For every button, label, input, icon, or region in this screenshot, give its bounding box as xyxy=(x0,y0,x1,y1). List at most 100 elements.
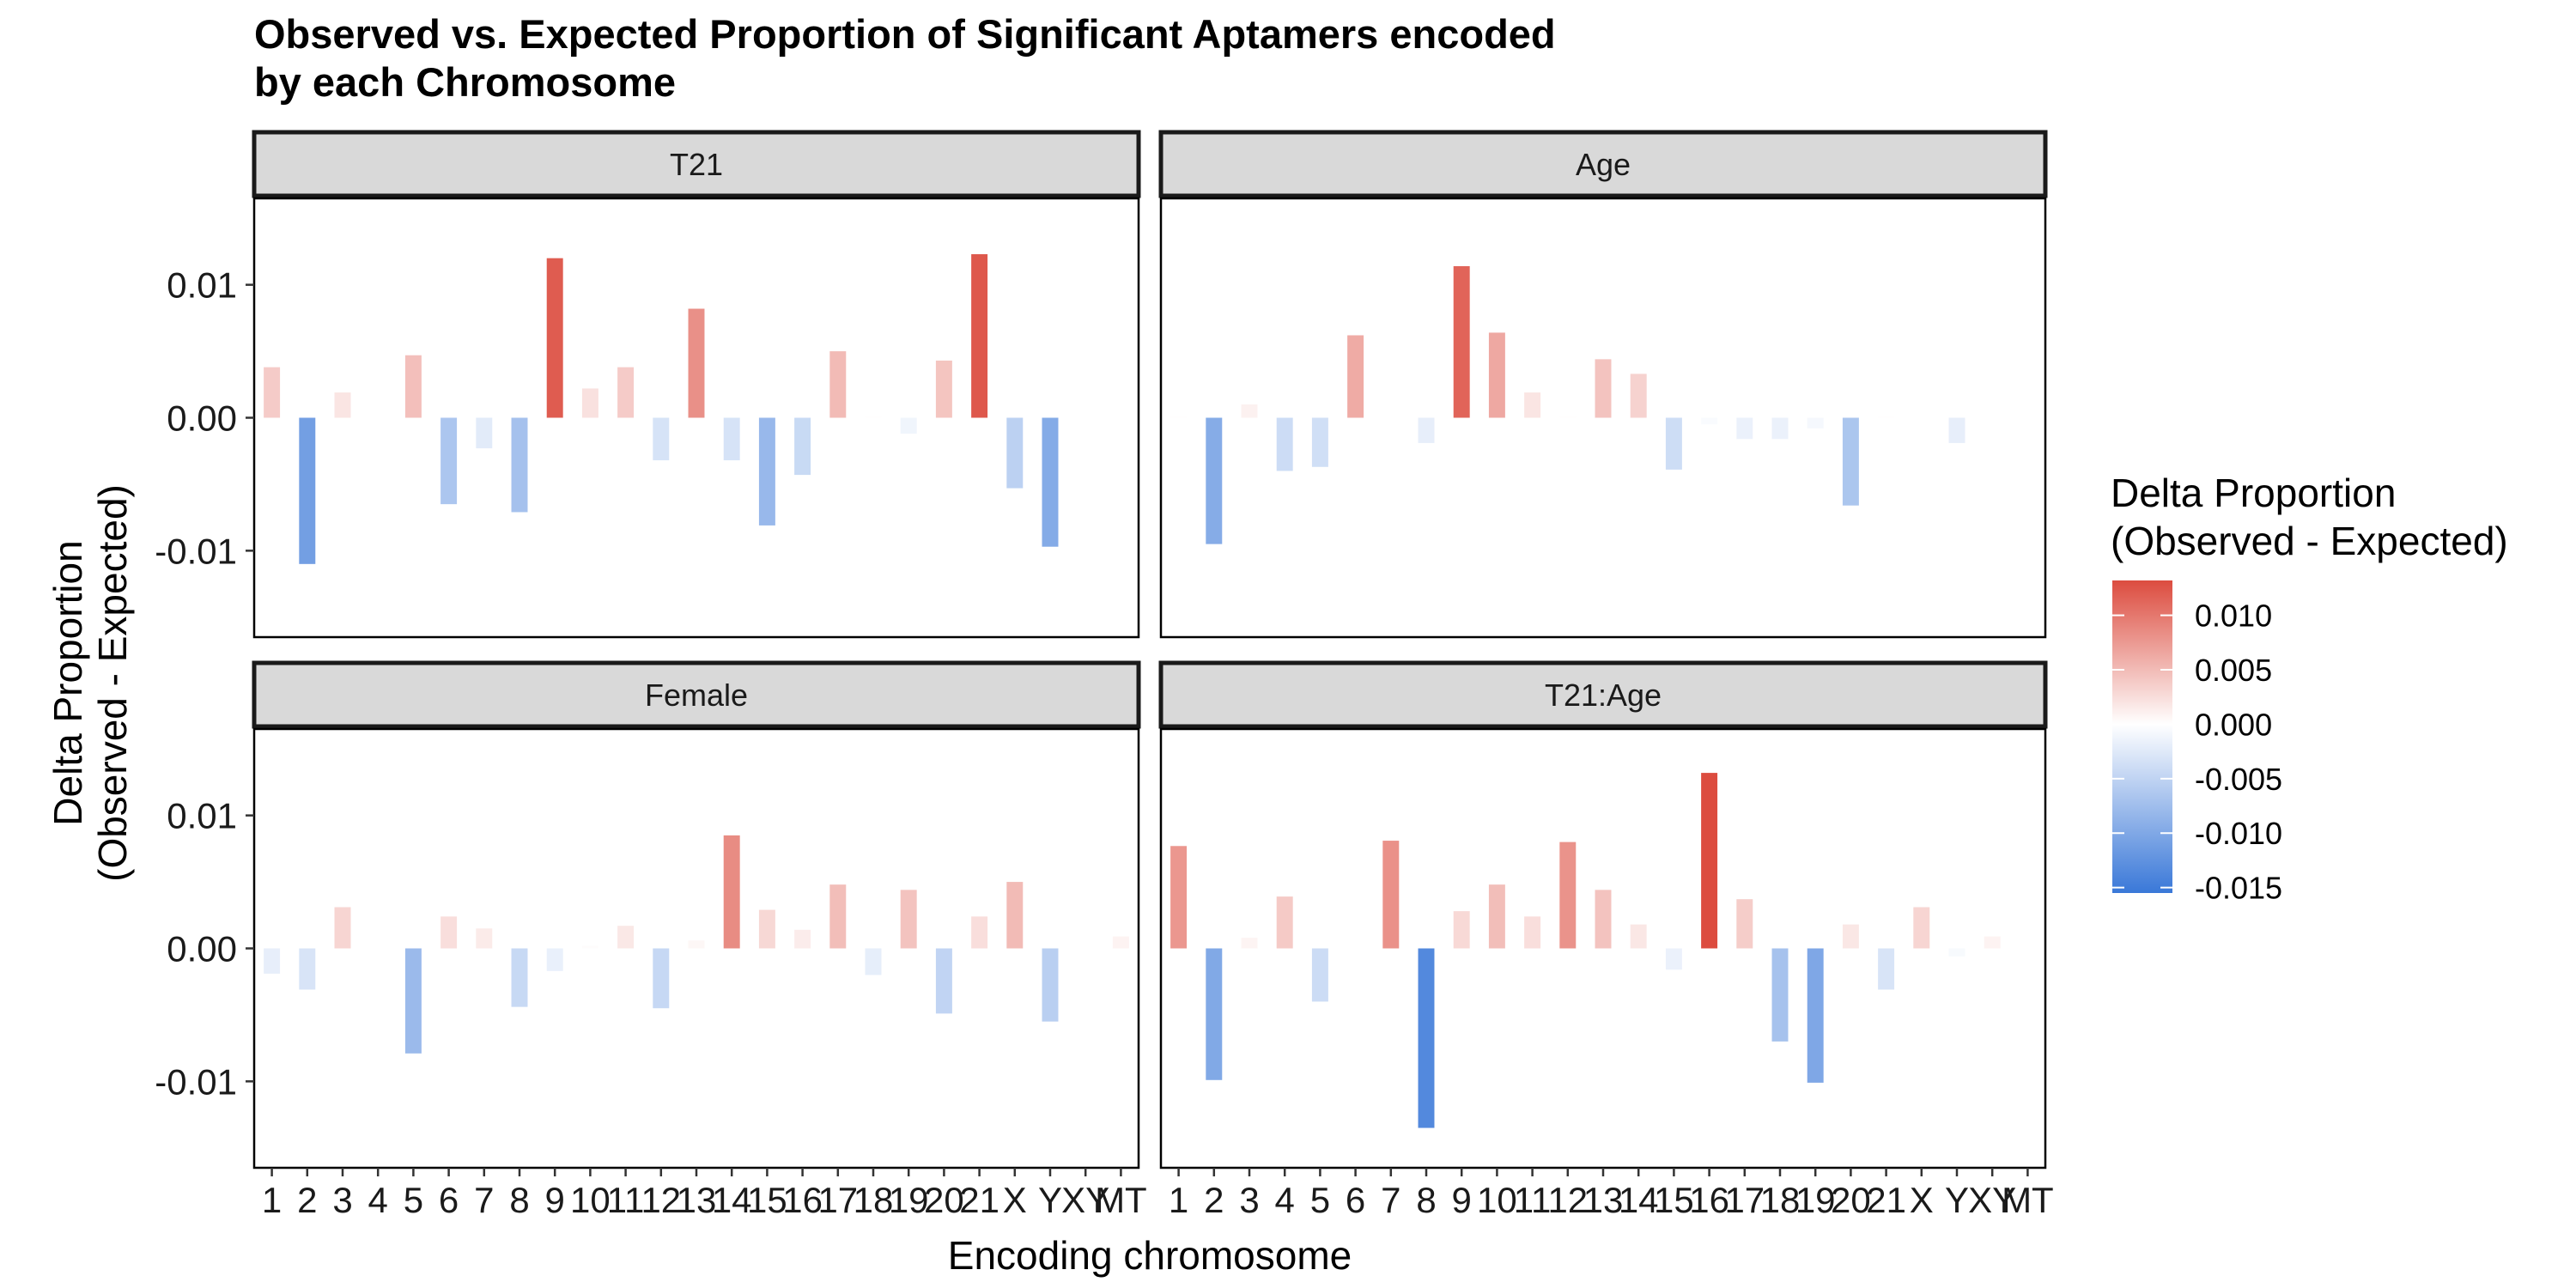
bar-chr-16 xyxy=(1701,773,1718,949)
legend-tick-label: -0.015 xyxy=(2195,871,2282,906)
x-tick-label: 21 xyxy=(1866,1180,1906,1220)
facet-strip-label: Female xyxy=(645,677,748,713)
x-tick-label: 5 xyxy=(1310,1180,1330,1220)
bar-chr-16 xyxy=(1701,417,1718,425)
x-tick-label: 13 xyxy=(677,1180,717,1220)
x-tick-label: 15 xyxy=(747,1180,787,1220)
x-tick-label: 20 xyxy=(924,1180,964,1220)
bar-chr-2 xyxy=(299,948,316,990)
y-axis: -0.01 0.00 0.01 -0.01 0.00 0.01 Delta Proporti… xyxy=(46,265,254,1102)
facet-strip-label: Age xyxy=(1576,147,1631,182)
bar-chr-5 xyxy=(1311,417,1328,467)
y-tick-label: -0.01 xyxy=(155,1061,237,1102)
bar-chr-21 xyxy=(971,916,988,949)
bar-chr-2 xyxy=(299,417,316,564)
bar-chr-5 xyxy=(404,355,422,418)
panel-border xyxy=(1159,197,2047,639)
bar-chr-3 xyxy=(1241,404,1258,418)
bar-chr-16 xyxy=(794,929,811,949)
bar-chr-18 xyxy=(1771,417,1789,440)
bar-chr-4 xyxy=(1276,896,1293,949)
bar-chr-9 xyxy=(546,258,563,418)
x-tick-label: MT xyxy=(2002,1180,2054,1220)
x-tick-label: 10 xyxy=(1477,1180,1517,1220)
x-tick-label: 8 xyxy=(1416,1180,1436,1220)
x-tick-label: 19 xyxy=(889,1180,929,1220)
legend-tick-label: 0.000 xyxy=(2195,707,2272,742)
bar-chr-6 xyxy=(1347,335,1364,418)
facet-strip xyxy=(252,130,1141,198)
x-tick-label: 2 xyxy=(1204,1180,1224,1220)
legend-title-line: Delta Proportion xyxy=(2111,471,2396,515)
chart-title-line: by each Chromosome xyxy=(254,59,676,105)
x-axis-title: Encoding chromosome xyxy=(948,1233,1352,1278)
facet-panels: T21 Age Female T21:Age xyxy=(252,130,2048,1170)
legend-title-line: (Observed - Expected) xyxy=(2111,519,2508,563)
bar-chr-21 xyxy=(971,254,988,418)
bar-chr-3 xyxy=(334,907,351,949)
bar-chr-3 xyxy=(334,392,351,418)
bar-chr-12 xyxy=(1559,841,1577,949)
bar-chr-17 xyxy=(829,351,847,418)
bar-chr-X xyxy=(1006,417,1024,489)
bar-chr-19 xyxy=(1807,417,1824,428)
x-tick-label: 11 xyxy=(607,1180,645,1220)
bar-chr-7 xyxy=(1382,841,1400,949)
facet-strip xyxy=(1158,130,2048,198)
x-tick-label: 6 xyxy=(1346,1180,1365,1220)
x-tick-label: 14 xyxy=(1619,1180,1659,1220)
bar-chr-12 xyxy=(1559,416,1577,418)
bar-chr-11 xyxy=(1524,392,1541,418)
x-tick-label: 18 xyxy=(1760,1180,1801,1220)
x-tick-label: 1 xyxy=(1169,1180,1188,1220)
bar-chr-14 xyxy=(723,835,740,949)
bar-chr-9 xyxy=(1453,265,1470,418)
facet-strip xyxy=(1158,660,2048,729)
bar-chr-14 xyxy=(1630,374,1647,418)
legend-tick-label: 0.010 xyxy=(2195,598,2272,634)
bar-chr-18 xyxy=(865,416,882,418)
x-tick-label: XY xyxy=(1061,1180,1109,1220)
bar-chr-17 xyxy=(1736,899,1753,949)
bar-chr-15 xyxy=(758,909,775,949)
bar-chr-15 xyxy=(1665,948,1682,970)
y-tick-label: 0.00 xyxy=(167,929,237,969)
bar-chr-14 xyxy=(723,417,740,461)
bar-chr-14 xyxy=(1630,924,1647,949)
x-tick-label: 20 xyxy=(1831,1180,1871,1220)
bar-chr-18 xyxy=(1771,948,1789,1042)
facet-strip-label: T21 xyxy=(670,147,723,182)
bar-chr-20 xyxy=(935,360,952,418)
chart-title: Observed vs. Expected Proportion of Sign… xyxy=(254,11,1556,105)
x-tick-label: 8 xyxy=(509,1180,529,1220)
bar-chr-13 xyxy=(688,940,705,949)
x-tick-label: 7 xyxy=(474,1180,494,1220)
x-tick-label: 3 xyxy=(1239,1180,1259,1220)
facet-strip-label: T21:Age xyxy=(1545,677,1662,713)
bar-chr-9 xyxy=(1453,911,1470,949)
bar-chr-17 xyxy=(829,884,847,949)
y-tick-label: 0.00 xyxy=(167,398,237,439)
x-tick-label: 16 xyxy=(782,1180,823,1220)
chart-title-line: Observed vs. Expected Proportion of Sign… xyxy=(254,11,1556,57)
bar-chr-13 xyxy=(688,308,705,418)
x-tick-label: 3 xyxy=(332,1180,352,1220)
bar-chr-6 xyxy=(440,417,458,505)
legend-tick-label: 0.005 xyxy=(2195,653,2272,688)
facet-strip xyxy=(252,660,1141,729)
bar-chr-10 xyxy=(1488,884,1505,949)
bar-chr-8 xyxy=(1418,948,1435,1128)
color-legend: Delta Proportion(Observed - Expected) 0.0… xyxy=(2111,471,2508,906)
bar-chr-Y xyxy=(1948,948,1965,957)
facet-t21: T21 xyxy=(252,130,1141,639)
legend-tick-label: -0.010 xyxy=(2195,816,2282,851)
x-tick-label: 17 xyxy=(817,1180,858,1220)
bar-chr-1 xyxy=(264,948,281,974)
bar-chr-5 xyxy=(1311,948,1328,1002)
x-tick-label: 16 xyxy=(1689,1180,1729,1220)
bar-chr-21 xyxy=(1878,416,1895,418)
bar-chr-20 xyxy=(1842,924,1859,949)
x-tick-label: 10 xyxy=(570,1180,611,1220)
bar-chr-12 xyxy=(653,948,670,1009)
